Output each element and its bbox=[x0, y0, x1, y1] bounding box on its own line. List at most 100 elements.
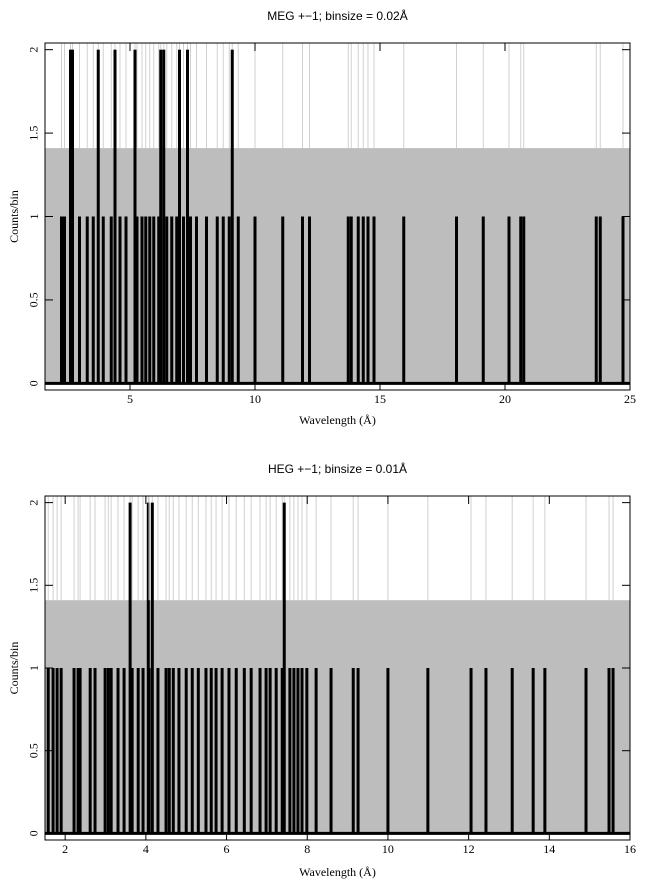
bar bbox=[171, 668, 175, 834]
bar bbox=[162, 49, 166, 384]
bar bbox=[156, 668, 160, 834]
bar bbox=[522, 216, 526, 384]
bar bbox=[196, 668, 200, 834]
bar bbox=[88, 668, 92, 834]
bar bbox=[584, 668, 588, 834]
bar bbox=[204, 668, 208, 834]
bar bbox=[469, 668, 473, 834]
bar bbox=[361, 216, 365, 384]
bar bbox=[611, 668, 615, 834]
bar bbox=[519, 216, 523, 384]
bar bbox=[230, 49, 234, 384]
bar bbox=[106, 668, 110, 834]
bar bbox=[159, 49, 163, 384]
bar bbox=[140, 216, 144, 384]
bar bbox=[214, 668, 218, 834]
bar bbox=[507, 216, 511, 384]
bar bbox=[91, 216, 95, 384]
y-tick-label: 2 bbox=[27, 47, 41, 53]
bar bbox=[60, 216, 63, 384]
bar bbox=[170, 216, 174, 384]
x-tick-label: 14 bbox=[543, 842, 555, 856]
y-tick-label: 0.5 bbox=[27, 292, 41, 307]
bar bbox=[150, 502, 154, 834]
bar bbox=[136, 668, 140, 834]
bar bbox=[133, 49, 137, 384]
bar bbox=[72, 668, 76, 834]
bar bbox=[55, 668, 59, 834]
x-tick-label: 12 bbox=[463, 842, 475, 856]
x-tick-label: 2 bbox=[62, 842, 68, 856]
bar bbox=[292, 668, 296, 834]
bar bbox=[402, 216, 406, 384]
bar bbox=[281, 216, 285, 384]
bar bbox=[300, 668, 304, 834]
bar bbox=[141, 668, 145, 834]
bar bbox=[118, 216, 122, 384]
bar bbox=[164, 668, 168, 834]
bar bbox=[356, 668, 360, 834]
bar bbox=[113, 49, 117, 384]
bar bbox=[190, 668, 194, 834]
y-tick-label: 0 bbox=[27, 380, 41, 386]
y-tick-label: 1 bbox=[27, 665, 41, 671]
bar bbox=[510, 668, 514, 834]
x-tick-label: 10 bbox=[382, 842, 394, 856]
bar bbox=[249, 668, 253, 834]
bar bbox=[195, 216, 198, 384]
bar bbox=[144, 216, 148, 384]
bar bbox=[274, 668, 278, 834]
bar bbox=[167, 668, 171, 834]
bar bbox=[351, 668, 355, 834]
y-tick-label: 1.5 bbox=[27, 126, 41, 141]
bar bbox=[234, 668, 238, 834]
x-tick-label: 15 bbox=[374, 392, 386, 406]
x-tick-label: 16 bbox=[624, 842, 636, 856]
y-tick-label: 0.5 bbox=[27, 743, 41, 758]
bar bbox=[356, 216, 360, 384]
x-tick-label: 8 bbox=[304, 842, 310, 856]
bar bbox=[124, 216, 128, 384]
bar bbox=[314, 668, 318, 834]
y-tick-label: 1 bbox=[27, 214, 41, 220]
bar bbox=[51, 668, 55, 834]
x-tick-label: 20 bbox=[499, 392, 511, 406]
bar bbox=[157, 216, 161, 384]
bar bbox=[147, 668, 151, 834]
y-tick-label: 0 bbox=[27, 830, 41, 836]
bar bbox=[116, 668, 120, 834]
x-axis-label: Wavelength (Å) bbox=[299, 413, 376, 427]
bar bbox=[101, 216, 105, 384]
bar bbox=[236, 216, 240, 384]
bar bbox=[76, 668, 80, 834]
bar bbox=[386, 668, 390, 834]
bar bbox=[594, 216, 598, 384]
x-axis-label: Wavelength (Å) bbox=[299, 865, 376, 879]
bar bbox=[220, 668, 224, 834]
bar bbox=[531, 668, 535, 834]
bar bbox=[130, 668, 134, 834]
bar bbox=[282, 502, 286, 834]
bar bbox=[122, 668, 126, 834]
bar bbox=[280, 668, 284, 834]
bar bbox=[426, 668, 430, 834]
bar bbox=[96, 49, 100, 384]
x-tick-label: 10 bbox=[249, 392, 261, 406]
bar bbox=[148, 216, 152, 384]
y-tick-label: 2 bbox=[27, 500, 41, 506]
y-tick-label: 1.5 bbox=[27, 578, 41, 593]
bar bbox=[178, 49, 181, 384]
bar bbox=[78, 216, 81, 384]
bar bbox=[372, 216, 376, 384]
chart-title: HEG +−1; binsize = 0.01Å bbox=[268, 461, 407, 476]
x-tick-label: 4 bbox=[143, 842, 149, 856]
bar bbox=[264, 668, 268, 834]
bar bbox=[182, 216, 185, 384]
bar bbox=[253, 216, 257, 384]
bar bbox=[189, 216, 192, 384]
y-axis-label: Counts/bin bbox=[7, 190, 21, 243]
bar bbox=[69, 49, 72, 384]
bar bbox=[227, 216, 231, 384]
bar bbox=[242, 668, 246, 834]
bar bbox=[305, 668, 309, 834]
